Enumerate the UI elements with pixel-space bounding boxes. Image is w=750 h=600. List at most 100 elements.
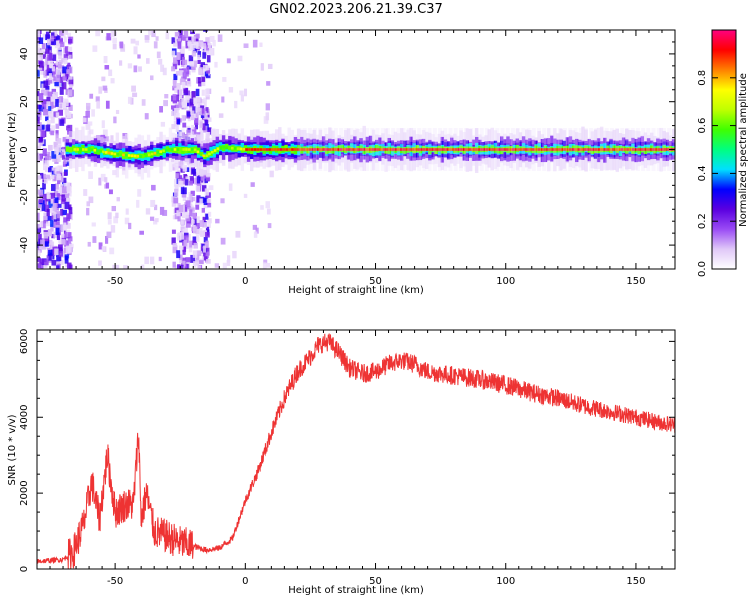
spectrogram-cell (173, 178, 179, 187)
spectrogram-cell (172, 93, 177, 101)
spectrogram-cell (174, 165, 179, 171)
spectrogram-cell (50, 69, 55, 78)
spectrogram-cell (646, 127, 651, 172)
spectrogram-cell (164, 94, 169, 99)
spectrogram-cell (333, 127, 338, 172)
spectrogram-cell (85, 124, 91, 130)
spectrogram-cell (263, 259, 268, 264)
spectrogram-cell (182, 204, 188, 213)
spectrogram-cell (171, 200, 177, 207)
spectrogram-cell (208, 48, 214, 55)
spectrogram-cell (480, 148, 483, 151)
spectrogram-cell (184, 179, 189, 186)
spectrogram-cell (196, 150, 200, 154)
spectrogram-cell (135, 40, 140, 46)
spectrogram-cell (285, 148, 289, 151)
spectrogram-cell (663, 148, 667, 151)
spectrogram-cell (203, 251, 208, 257)
spectrogram-cell (626, 148, 629, 151)
spectrogram-cell (203, 198, 208, 205)
spectrogram-cell (82, 117, 87, 123)
spectrogram-cell (305, 148, 309, 151)
spectrogram-cell (85, 102, 91, 110)
spectrogram-cell (185, 219, 191, 228)
spectrogram-cell (675, 148, 678, 153)
spectrogram-cell (192, 212, 197, 219)
spectrogram-cell (427, 127, 432, 172)
spectrogram-cell (42, 148, 47, 157)
spectrogram-cell (573, 127, 578, 172)
spectrogram-cell (61, 186, 67, 194)
snr-frame (36, 329, 676, 570)
spectrogram-cell (205, 37, 210, 45)
spectrogram-cell (67, 46, 73, 52)
spectrogram-cell (136, 199, 140, 208)
spectrogram-cell (171, 37, 176, 44)
spectrogram-cell (191, 168, 197, 174)
spectrogram-cell (37, 30, 41, 38)
spectrogram-cell (54, 82, 59, 87)
spectrogram-cell (584, 145, 588, 152)
spectrogram-cell (188, 180, 193, 186)
spectrogram-cell (48, 106, 52, 111)
spectrogram-cell (102, 85, 108, 91)
spectrogram-cell (100, 173, 106, 182)
spectrogram-cell (122, 133, 128, 139)
spectrogram-cell (102, 129, 108, 137)
spectrogram-cell (534, 148, 538, 151)
spectrogram-cell (174, 188, 179, 197)
snr-y-tick-label: 2000 (19, 480, 30, 505)
spectrogram-cell (675, 146, 678, 154)
spectrogram-cell (546, 148, 549, 151)
spectrogram-cell (53, 141, 58, 149)
spectrogram-cell (178, 204, 184, 213)
spectrogram-cell (640, 148, 644, 151)
spectrogram-cell (594, 148, 598, 151)
spectrogram-cell (182, 196, 187, 201)
spectrogram-cell (50, 241, 55, 250)
spectrogram-cell (37, 175, 42, 180)
spectrogram-cell (48, 60, 54, 68)
spectrogram-cell (203, 30, 208, 32)
spectrogram-cell (183, 64, 188, 70)
spectrogram-cell (187, 40, 192, 47)
spectrogram-cell (198, 260, 204, 265)
spectrogram-cell (243, 43, 249, 49)
spectrogram-cell (641, 127, 646, 172)
spectrogram-cell (151, 184, 156, 191)
spectrogram-cell (488, 148, 492, 151)
spectrogram-cell (133, 154, 137, 158)
spectrogram-cell (268, 148, 271, 151)
spectrogram-cell (634, 148, 638, 151)
spectrogram-cell (201, 108, 205, 114)
spectrogram-cell (371, 148, 374, 151)
spectrogram-cell (60, 208, 64, 216)
snr-y-axis-label: SNR (10 * v/v) (7, 414, 18, 485)
spectrogram-cell (55, 98, 59, 107)
spectrogram-cell (158, 58, 163, 65)
spectrogram-cell (150, 152, 154, 156)
spectrogram-cell (52, 202, 57, 211)
spectrogram-cell (65, 51, 70, 56)
colorbar-ticks: 0.0 0.2 0.4 0.6 0.8 (697, 70, 736, 277)
spectrogram-cell (606, 148, 609, 151)
spectrogram-cell (196, 234, 200, 242)
spectrogram-cell (46, 43, 51, 49)
spectrogram-cell (66, 182, 70, 187)
spectrogram-cell (197, 265, 201, 269)
spectrogram-cell (632, 148, 635, 151)
spectrogram-cell (265, 103, 270, 111)
spectrogram-cell (64, 46, 69, 54)
spectrogram-cell (491, 148, 495, 151)
spectrogram-cell (203, 99, 207, 108)
spectrogram-cell (190, 254, 196, 263)
spectrogram-cell (58, 237, 64, 244)
spectrogram-cell (47, 91, 52, 97)
spectrogram-cell (307, 127, 312, 172)
spectrogram-cell (193, 41, 198, 48)
spectrogram-cell (267, 63, 273, 69)
spectrogram-cell (62, 209, 68, 216)
spectrogram-cell (125, 153, 128, 157)
spectrogram-cell (557, 148, 561, 151)
spectrogram-x-tick-label: 100 (496, 276, 515, 287)
